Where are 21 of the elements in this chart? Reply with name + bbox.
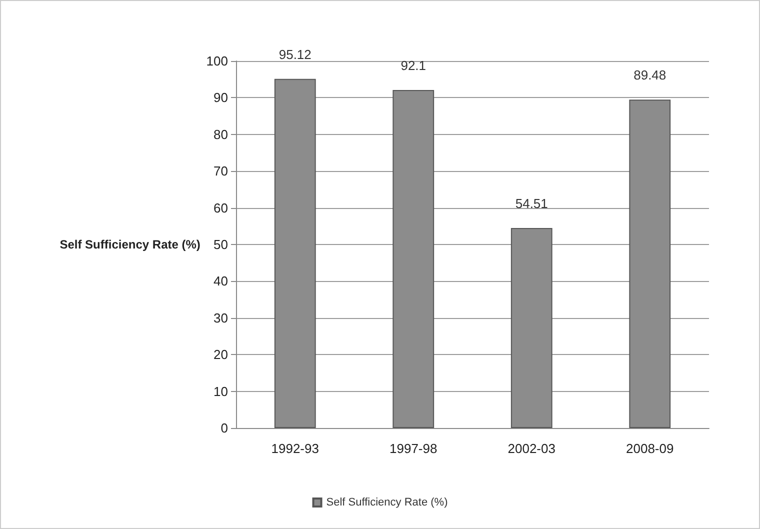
x-tick-label: 2002-03: [508, 441, 556, 456]
data-label: 54.51: [515, 196, 548, 211]
y-tick-label: 20: [214, 347, 228, 362]
x-tick-label: 2008-09: [626, 441, 674, 456]
legend-label: Self Sufficiency Rate (%): [326, 496, 448, 508]
y-tick-label: 50: [214, 237, 228, 252]
x-tick-label: 1992-93: [271, 441, 319, 456]
y-tick-label: 40: [214, 274, 228, 289]
x-tick-label: 1997-98: [390, 441, 438, 456]
y-tick-label: 80: [214, 126, 228, 142]
y-tick-label: 70: [214, 164, 228, 179]
y-axis-title: Self Sufficiency Rate (%): [60, 238, 200, 252]
y-tick-label: 10: [214, 384, 228, 399]
data-label: 89.48: [634, 68, 666, 83]
data-label: 95.12: [278, 46, 312, 62]
y-tick-label: 90: [214, 90, 228, 106]
y-tick-label: 30: [214, 310, 228, 326]
y-tick-label: 0: [220, 420, 228, 436]
data-label: 92.1: [400, 58, 426, 73]
y-tick-label: 60: [214, 200, 228, 216]
y-tick-label: 100: [206, 54, 228, 68]
